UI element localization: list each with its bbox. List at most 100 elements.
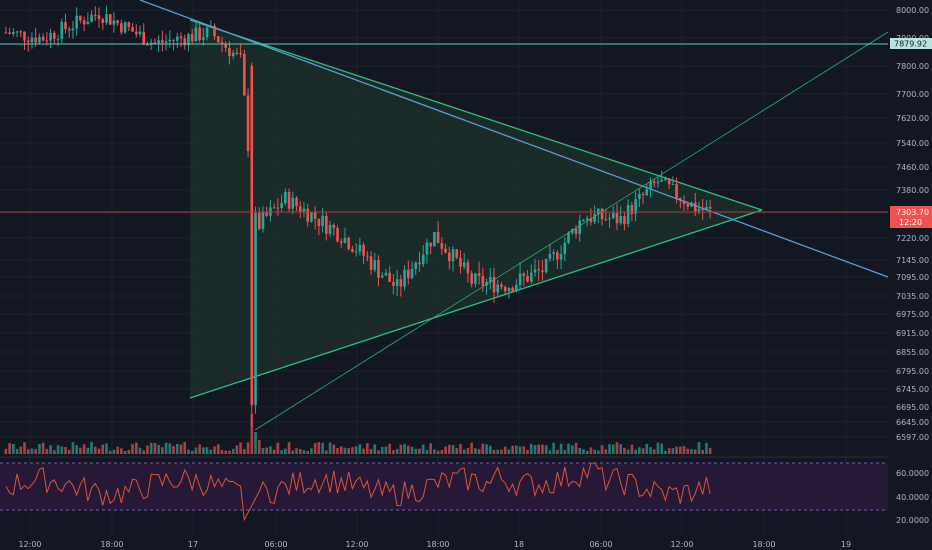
volume-bar (429, 443, 432, 454)
volume-bar (518, 446, 522, 454)
volume-bar (287, 442, 291, 454)
candle-body (157, 40, 160, 44)
volume-bar (347, 448, 350, 454)
volume-bar (317, 442, 321, 454)
volume-bar (515, 445, 518, 454)
candle-body (485, 281, 488, 286)
hline-price-label: 7879.92 (894, 40, 927, 49)
descending-trend-line[interactable] (139, 0, 889, 278)
candle-body (351, 249, 354, 252)
candle-body (310, 212, 313, 222)
volume-bar (526, 449, 529, 454)
candle-body (239, 52, 242, 54)
rsi-band (0, 463, 888, 510)
volume-bar (246, 442, 250, 454)
candle-body (116, 20, 119, 24)
volume-bar (332, 444, 336, 454)
volume-bar (611, 444, 615, 454)
volume-bar (529, 443, 533, 454)
volume-bar (56, 445, 60, 454)
candle-body (615, 213, 619, 224)
volume-bar (75, 445, 78, 454)
rsi-tick-label: 20.0000 (896, 516, 929, 525)
volume-bar (64, 447, 67, 454)
candle-body (701, 208, 704, 210)
volume-bar (142, 450, 146, 454)
candle-body (556, 252, 559, 260)
candle-body (358, 244, 362, 252)
time-axis[interactable]: 12:00 18:00 17 06:00 12:00 18:00 18 06:00 12:00 1… (18, 540, 851, 549)
volume-bar (466, 447, 470, 454)
candle-body (477, 273, 481, 277)
volume-bar (589, 447, 593, 454)
triangle-upper-edge[interactable] (189, 19, 763, 211)
volume-bar (488, 445, 492, 454)
volume-bar (503, 446, 507, 454)
volume-bar (243, 449, 246, 454)
volume-bar (53, 450, 56, 454)
triangle-lower-edge[interactable] (189, 209, 763, 399)
volume-bar (30, 448, 34, 454)
candle-body (421, 254, 425, 265)
candle-body (496, 284, 500, 293)
volume-bar (220, 450, 224, 454)
volume-bar (369, 448, 373, 454)
volume-bar (421, 444, 425, 454)
candle-body (593, 214, 596, 222)
volume-bar (574, 442, 578, 454)
volume-bar (608, 444, 611, 454)
candle-body (455, 249, 459, 258)
volume-bar (410, 446, 414, 454)
volume-bar (82, 444, 86, 454)
candle-body (354, 251, 358, 253)
trend-lines[interactable] (0, 0, 889, 431)
candle-body (45, 40, 49, 42)
time-tick-label: 12:00 (18, 540, 41, 549)
candle-body (503, 286, 507, 292)
price-tick-label: 8000.00 (896, 6, 929, 15)
ascending-ray-line[interactable] (254, 31, 889, 431)
candle-body (306, 208, 309, 222)
volume-bar (179, 444, 183, 454)
time-tick-label: 06:00 (264, 540, 287, 549)
volume-bar (649, 447, 652, 454)
volume-bar (384, 446, 388, 454)
volume-bar (537, 444, 541, 454)
time-tick-label: 18 (514, 540, 524, 549)
volume-bar (641, 448, 645, 454)
price-axis[interactable]: 8000.007900.007800.007700.007620.007540.… (888, 0, 932, 550)
rsi-pane[interactable] (0, 462, 888, 522)
volume-bar (451, 445, 455, 454)
volume-bar (49, 445, 52, 454)
candle-body (451, 249, 455, 262)
candle-body (414, 262, 418, 269)
candle-body (533, 269, 537, 273)
candle-body (582, 220, 585, 222)
candle-body (313, 212, 317, 219)
candle-body (433, 231, 436, 247)
price-axis-bg (888, 0, 932, 550)
volume-bar (645, 443, 649, 454)
volume-bar (116, 446, 119, 454)
candle-body (656, 181, 660, 184)
triangle-fill (190, 20, 762, 398)
volume-bar (407, 445, 410, 454)
candle-body (407, 269, 410, 279)
candle-body (134, 31, 138, 35)
candle-body (321, 215, 324, 227)
volume-bar (507, 449, 511, 454)
price-tick-label: 7620.00 (896, 114, 929, 123)
candle-body (168, 39, 172, 42)
volume-bar (213, 446, 216, 454)
candle-body (198, 27, 201, 40)
candle-body (12, 32, 15, 34)
candle-body (667, 178, 671, 185)
volume-bar (366, 443, 369, 454)
volume-bar (19, 446, 23, 454)
candle-body (164, 41, 168, 43)
volume-bar (623, 447, 626, 454)
volume-bar (298, 449, 302, 454)
triangle-drawing[interactable] (189, 19, 763, 399)
